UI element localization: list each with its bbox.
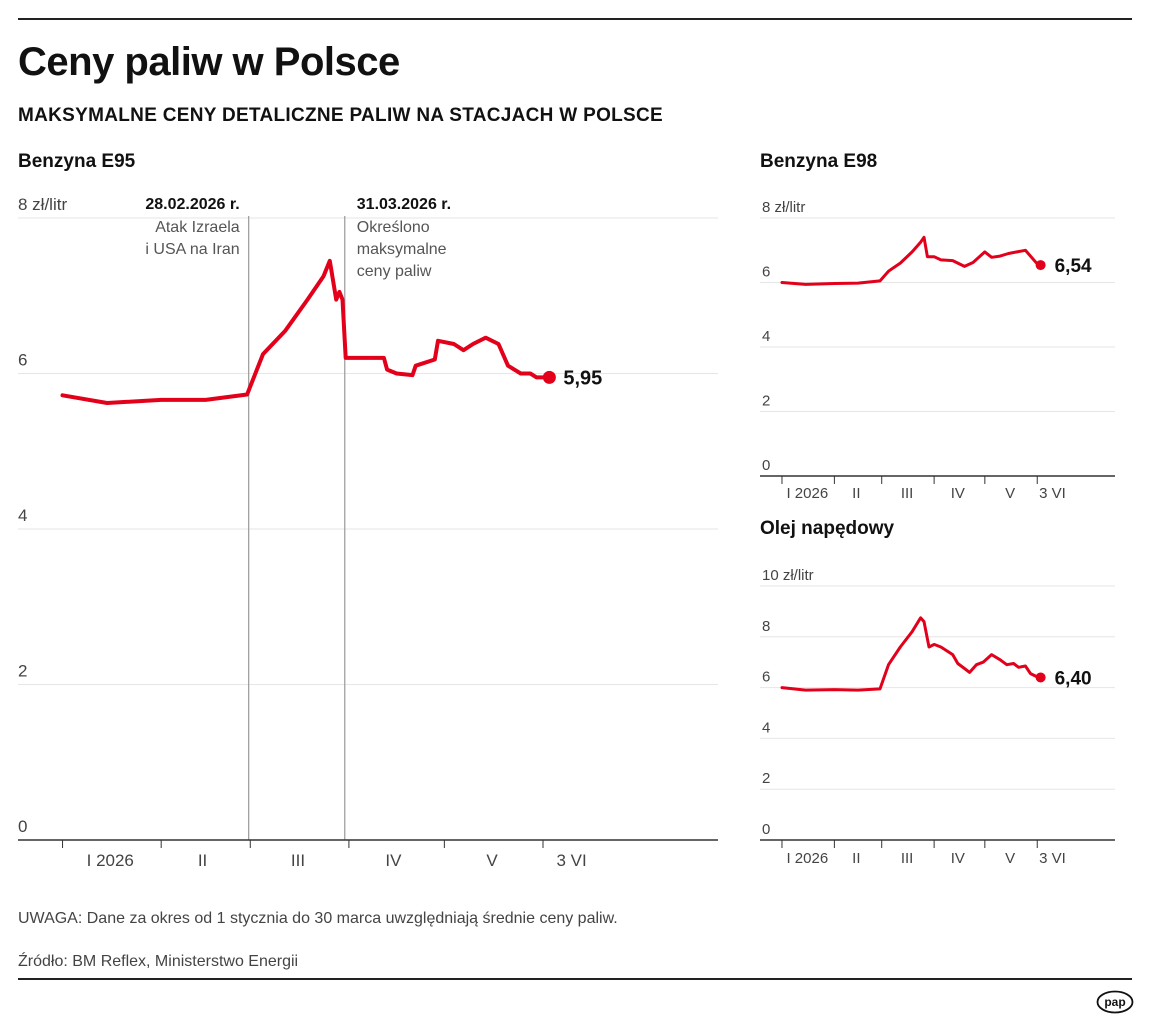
e95-y-tick-label: 6 xyxy=(18,351,27,370)
e95-end-value-label: 5,95 xyxy=(563,367,602,389)
e95-x-tick-label: IV xyxy=(385,851,402,870)
diesel-y-tick-label: 4 xyxy=(762,719,770,736)
diesel-end-point xyxy=(1035,672,1046,683)
diesel-y-tick-label: 6 xyxy=(762,669,770,686)
e98-x-tick-label: 3 VI xyxy=(1039,485,1066,502)
e95-chart-title: Benzyna E95 xyxy=(18,151,136,172)
e95-end-point xyxy=(542,370,556,384)
e95-x-tick-label: 3 VI xyxy=(557,851,587,870)
diesel-x-tick-label: III xyxy=(901,850,914,867)
e98-y-tick-label: 0 xyxy=(762,457,770,474)
e95-x-tick-label: II xyxy=(198,851,207,870)
page-subtitle: MAKSYMALNE CENY DETALICZNE PALIW NA STAC… xyxy=(18,105,664,126)
e98-x-tick-label: III xyxy=(901,485,914,502)
diesel-x-tick-label: V xyxy=(1005,850,1015,867)
e98-x-tick-label: V xyxy=(1005,485,1015,502)
diesel-x-tick-label: I 2026 xyxy=(786,850,828,867)
diesel-y-tick-label: 2 xyxy=(762,770,770,787)
e98-y-tick-label: 4 xyxy=(762,328,770,345)
e98-series-line xyxy=(780,235,1043,286)
e98-x-tick-label: IV xyxy=(951,485,965,502)
diesel-chart-title: Olej napędowy xyxy=(760,518,895,539)
diesel-y-tick-label: 10 zł/litr xyxy=(762,567,814,584)
e98-x-tick-label: I 2026 xyxy=(786,485,828,502)
e98-y-tick-label: 2 xyxy=(762,393,770,410)
footnote: UWAGA: Dane za okres od 1 stycznia do 30… xyxy=(18,910,618,927)
pap-logo: pap xyxy=(1096,990,1134,1014)
diesel-x-tick-label: 3 VI xyxy=(1039,850,1066,867)
e98-x-tick-label: II xyxy=(852,485,860,502)
e98-y-tick-label: 6 xyxy=(762,264,770,281)
e95-series-line xyxy=(60,258,552,405)
e95-y-tick-label: 8 zł/litr xyxy=(18,195,67,214)
e95-y-tick-label: 2 xyxy=(18,662,27,681)
e95-x-tick-label: I 2026 xyxy=(87,851,134,870)
e95-x-tick-label: V xyxy=(486,851,498,870)
bottom-rule xyxy=(18,978,1132,980)
e95-event-text: maksymalne xyxy=(357,241,447,258)
top-rule xyxy=(18,18,1132,20)
pap-logo-text: pap xyxy=(1104,995,1125,1009)
diesel-x-tick-label: IV xyxy=(951,850,965,867)
e95-event-date: 28.02.2026 r. xyxy=(145,196,239,213)
e95-event-text: Atak Izraela xyxy=(155,219,240,236)
e95-event-date: 31.03.2026 r. xyxy=(357,196,451,213)
source-line: Źródło: BM Reflex, Ministerstwo Energii xyxy=(18,953,299,970)
e95-event-text: ceny paliw xyxy=(357,263,432,280)
diesel-y-tick-label: 0 xyxy=(762,821,770,838)
e98-y-tick-label: 8 zł/litr xyxy=(762,199,805,216)
e98-end-point xyxy=(1035,260,1046,271)
e98-end-value-label: 6,54 xyxy=(1055,256,1092,277)
e95-y-tick-label: 0 xyxy=(18,817,27,836)
e95-x-tick-label: III xyxy=(291,851,305,870)
diesel-end-value-label: 6,40 xyxy=(1055,668,1092,689)
e95-y-tick-label: 4 xyxy=(18,506,27,525)
e95-event-text: i USA na Iran xyxy=(145,241,239,258)
diesel-series-line xyxy=(780,616,1043,692)
diesel-x-tick-label: II xyxy=(852,850,860,867)
e98-chart-title: Benzyna E98 xyxy=(760,151,878,172)
page-title: Ceny paliw w Polsce xyxy=(18,40,400,84)
diesel-y-tick-label: 8 xyxy=(762,618,770,635)
e95-event-text: Określono xyxy=(357,219,430,236)
